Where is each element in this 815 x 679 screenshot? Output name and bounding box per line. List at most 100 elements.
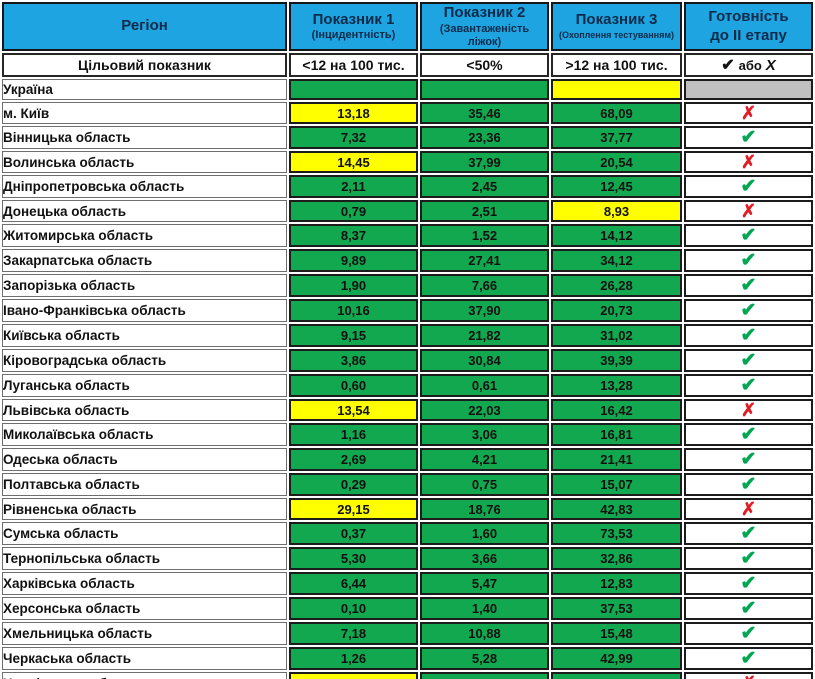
region-cell: Хмельницька область [2,622,287,646]
indicator2-cell: 27,41 [420,249,549,273]
indicator3-cell: 32,86 [551,547,682,571]
indicator2-cell: 46,09 [420,672,549,679]
readiness-cross-icon: ✗ [684,200,813,223]
table-row: Черкаська область 1,26 5,28 42,99 ✔ [2,647,813,671]
readiness-check-icon: ✔ [684,473,813,497]
region-cell: Одеська область [2,448,287,472]
indicator3-cell: 42,99 [551,647,682,671]
indicator3-cell: 16,42 [551,399,682,422]
readiness-check-icon: ✔ [684,274,813,298]
readiness-check-icon: ✔ [684,349,813,373]
indicator3-cell: 14,12 [551,224,682,248]
indicator3-cell: 39,39 [551,349,682,373]
indicator2-cell: 5,47 [420,572,549,596]
indicator2-cell: 1,52 [420,224,549,248]
region-cell: Дніпропетровська область [2,175,287,199]
table-row: Вінницька область 7,32 23,36 37,77 ✔ [2,126,813,150]
indicator1-cell: 0,79 [289,200,418,223]
readiness-check-icon: ✔ [684,324,813,348]
region-cell: Херсонська область [2,597,287,621]
indicator3-cell: 34,12 [551,249,682,273]
table-row: Полтавська область 0,29 0,75 15,07 ✔ [2,473,813,497]
indicator1-cell: 29,15 [289,498,418,521]
indicator2-cell: 35,46 [420,102,549,125]
readiness-check-icon: ✔ [684,249,813,273]
region-cell: Луганська область [2,374,287,398]
indicator3-cell: 13,28 [551,374,682,398]
indicator1-cell: 2,69 [289,448,418,472]
indicator3-cell: 21,41 [551,448,682,472]
region-cell: Полтавська область [2,473,287,497]
region-cell: Харківська область [2,572,287,596]
column-title-indicator3: Показник 3 [575,11,658,29]
readiness-check-icon: ✔ [684,572,813,596]
region-cell: Івано-Франківська область [2,299,287,323]
readiness-check-icon: ✔ [684,126,813,150]
indicator3-cell: 37,77 [551,126,682,150]
indicator3-cell: 26,28 [551,274,682,298]
readiness-legend: ✔ або Х [684,53,813,78]
readiness-check-icon: ✔ [684,175,813,199]
indicator2-cell: 0,61 [420,374,549,398]
readiness-na-cell [684,79,813,101]
readiness-check-icon: ✔ [684,448,813,472]
indicator3-cell: 20,54 [551,151,682,174]
indicator3-cell: 16,81 [551,423,682,447]
column-header-indicator3: Показник 3 (Охоплення тестуванням) [551,2,682,52]
target-label: Цільовий показник [2,53,287,78]
table-row: Київська область 9,15 21,82 31,02 ✔ [2,324,813,348]
indicator1-cell: 13,18 [289,102,418,125]
column-title-indicator2: Показник 2 [443,4,526,21]
readiness-cross-icon: ✗ [684,399,813,422]
indicator1-cell: 1,16 [289,423,418,447]
column-header-region: Регіон [2,2,287,52]
indicator3-cell [551,79,682,101]
column-title-indicator1: Показник 1 [312,10,395,28]
target-indicator2: <50% [420,53,549,78]
indicator1-cell: 9,15 [289,324,418,348]
table-row: Миколаївська область 1,16 3,06 16,81 ✔ [2,423,813,447]
region-cell: Тернопільська область [2,547,287,571]
table-row: Сумська область 0,37 1,60 73,53 ✔ [2,522,813,546]
readiness-check-icon: ✔ [684,647,813,671]
indicator1-cell: 5,30 [289,547,418,571]
region-cell: Кіровоградська область [2,349,287,373]
readiness-check-icon: ✔ [684,522,813,546]
indicator2-cell: 2,45 [420,175,549,199]
indicator1-cell [289,79,418,101]
indicator3-cell: 68,09 [551,102,682,125]
readiness-check-icon: ✔ [684,423,813,447]
indicator1-cell: 3,86 [289,349,418,373]
indicator1-cell: 2,11 [289,175,418,199]
indicator2-cell: 23,36 [420,126,549,150]
column-subtitle-indicator2: (Завантаженість ліжок) [439,22,530,48]
readiness-check-icon: ✔ [684,597,813,621]
indicator3-cell: 42,36 [551,672,682,679]
table-row: Житомирська область 8,37 1,52 14,12 ✔ [2,224,813,248]
region-cell: Миколаївська область [2,423,287,447]
column-subtitle-readiness: до II етапу [710,26,787,44]
indicator2-cell [420,79,549,101]
indicator3-cell: 15,48 [551,622,682,646]
table-row: Запорізька область 1,90 7,66 26,28 ✔ [2,274,813,298]
indicator2-cell: 37,90 [420,299,549,323]
region-cell: Львівська область [2,399,287,422]
indicator2-cell: 22,03 [420,399,549,422]
column-header-indicator2: Показник 2 (Завантаженість ліжок) [420,2,549,52]
readiness-check-icon: ✔ [684,299,813,323]
table-row: Кіровоградська область 3,86 30,84 39,39 … [2,349,813,373]
readiness-cross-icon: ✗ [684,498,813,521]
indicator3-cell: 12,83 [551,572,682,596]
column-header-readiness: Готовність до II етапу [684,2,813,52]
indicator2-cell: 5,28 [420,647,549,671]
table-row: Закарпатська область 9,89 27,41 34,12 ✔ [2,249,813,273]
target-row: Цільовий показник <12 на 100 тис. <50% >… [2,53,813,78]
readiness-cross-icon: ✗ [684,672,813,679]
table-row: Луганська область 0,60 0,61 13,28 ✔ [2,374,813,398]
indicator3-cell: 8,93 [551,200,682,223]
region-cell: Запорізька область [2,274,287,298]
indicator2-cell: 3,06 [420,423,549,447]
readiness-cross-icon: ✗ [684,151,813,174]
column-subtitle-indicator3: (Охоплення тестуванням) [558,30,675,41]
